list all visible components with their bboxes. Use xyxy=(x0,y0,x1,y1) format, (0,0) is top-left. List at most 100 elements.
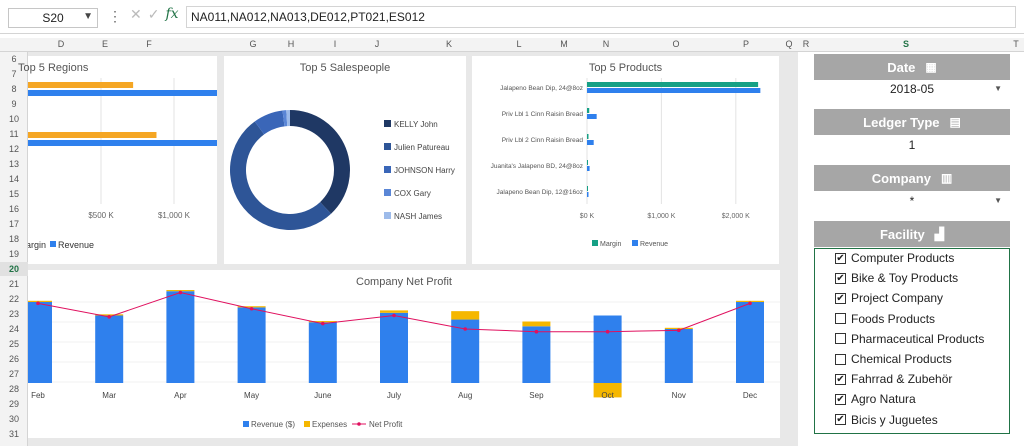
chevron-down-icon[interactable]: ▼ xyxy=(994,196,1002,205)
column-header[interactable]: I xyxy=(333,39,337,49)
row-header[interactable]: 23 xyxy=(8,309,19,319)
column-header[interactable]: G xyxy=(249,39,257,49)
company-slicer-header[interactable]: Company ▥ xyxy=(814,165,1010,191)
bar-revenue xyxy=(587,166,590,171)
row-header[interactable]: 7 xyxy=(11,69,17,79)
row-header[interactable]: 18 xyxy=(8,234,19,244)
date-slicer-label: Date xyxy=(887,59,916,75)
column-header[interactable]: D xyxy=(57,39,65,49)
column-header[interactable]: N xyxy=(602,39,610,49)
row-header[interactable]: 16 xyxy=(8,204,19,214)
checkbox-unchecked-icon[interactable] xyxy=(835,353,846,365)
column-header[interactable]: P xyxy=(742,39,749,49)
row-header[interactable]: 27 xyxy=(8,369,19,379)
facility-item[interactable]: Pharmaceutical Products xyxy=(835,332,984,346)
legend-swatch-margin xyxy=(592,240,598,246)
column-header[interactable]: T xyxy=(1013,39,1019,49)
checkbox-unchecked-icon[interactable] xyxy=(835,313,846,325)
column-header[interactable]: J xyxy=(374,39,380,49)
ledger-slicer-value[interactable]: 1 xyxy=(814,138,1010,154)
x-tick-label: $1,000 K xyxy=(647,213,675,220)
checkbox-checked-icon[interactable]: ✔ xyxy=(835,414,846,426)
row-header[interactable]: 25 xyxy=(8,339,19,349)
cancel-icon[interactable]: ✕ xyxy=(130,6,142,22)
legend-revenue: Revenue xyxy=(58,240,94,250)
row-header[interactable]: 10 xyxy=(8,114,19,124)
regions-chart-panel[interactable]: Top 5 Regions $500 K$1,000 K$1,500 Kargi… xyxy=(18,56,217,264)
row-header[interactable]: 9 xyxy=(11,99,17,109)
legend-net-profit: Net Profit xyxy=(369,420,403,429)
checkbox-checked-icon[interactable]: ✔ xyxy=(835,373,846,385)
ledger-slicer-header[interactable]: Ledger Type ▤ xyxy=(814,109,1010,135)
bar-margin xyxy=(587,134,589,139)
products-chart-panel[interactable]: Top 5 Products $0 K $1,000 K $2,000 K Jalap… xyxy=(472,56,779,264)
row-header[interactable]: 6 xyxy=(11,54,17,64)
formula-input[interactable]: NA011,NA012,NA013,DE012,PT021,ES012 xyxy=(186,6,1016,28)
facility-item[interactable]: ✔ Agro Natura xyxy=(835,392,916,406)
enter-icon[interactable]: ✓ xyxy=(147,6,160,22)
column-header[interactable]: R xyxy=(802,39,810,49)
row-header[interactable]: 26 xyxy=(8,354,19,364)
row-header[interactable]: 19 xyxy=(8,249,19,259)
row-header[interactable]: 30 xyxy=(8,414,19,424)
checkbox-checked-icon[interactable]: ✔ xyxy=(835,272,846,284)
regions-chart-title: Top 5 Regions xyxy=(18,62,89,74)
donut-slice xyxy=(282,110,288,127)
net-profit-chart-title: Company Net Profit xyxy=(356,276,452,288)
row-header[interactable]: 31 xyxy=(8,429,19,439)
slicer-column: Date ▦ 2018-05 ▼ Ledger Type ▤ 1 Company… xyxy=(798,52,1024,446)
column-header[interactable]: E xyxy=(101,39,108,49)
ledger-icon: ▤ xyxy=(949,115,961,129)
column-header[interactable]: K xyxy=(445,39,452,49)
facility-item[interactable]: ✔ Computer Products xyxy=(835,251,954,265)
facility-item[interactable]: Foods Products xyxy=(835,312,935,326)
checkbox-checked-icon[interactable]: ✔ xyxy=(835,252,846,264)
column-header[interactable]: H xyxy=(287,39,295,49)
name-box[interactable]: S20 ▼ xyxy=(8,8,98,28)
company-slicer-value[interactable]: * ▼ xyxy=(814,194,1010,210)
facility-item[interactable]: Chemical Products xyxy=(835,352,952,366)
column-header[interactable]: L xyxy=(516,39,522,49)
row-header[interactable]: 22 xyxy=(8,294,19,304)
row-header[interactable]: 13 xyxy=(8,159,19,169)
net-profit-point xyxy=(677,328,681,333)
facility-item[interactable]: ✔ Bicis y Juguetes xyxy=(835,413,938,427)
row-header[interactable]: 29 xyxy=(8,399,19,409)
more-options-icon[interactable]: ⋮ xyxy=(108,8,122,24)
checkbox-unchecked-icon[interactable] xyxy=(835,333,846,345)
facility-item[interactable]: ✔ Project Company xyxy=(835,291,943,305)
row-header[interactable]: 17 xyxy=(8,219,19,229)
row-header[interactable]: 20 xyxy=(0,262,28,276)
column-header[interactable]: O xyxy=(672,39,680,49)
bar-revenue xyxy=(28,140,217,146)
row-header[interactable]: 8 xyxy=(11,84,17,94)
row-header[interactable]: 21 xyxy=(8,279,19,289)
row-header[interactable]: 12 xyxy=(8,144,19,154)
date-slicer-value[interactable]: 2018-05 ▼ xyxy=(814,82,1010,98)
column-header[interactable]: M xyxy=(560,39,568,49)
facility-label: Foods Products xyxy=(851,311,936,326)
date-slicer-header[interactable]: Date ▦ xyxy=(814,54,1010,80)
row-header[interactable]: 11 xyxy=(9,129,19,139)
net-profit-chart-panel[interactable]: Company Net Profit Feb Mar Apr May June July A… xyxy=(28,270,780,438)
category-label: Priv Lbl 2 Cinn Raisin Bread xyxy=(502,137,584,144)
facility-item[interactable]: ✔ Fahrrad & Zubehör xyxy=(835,372,952,386)
column-header[interactable]: F xyxy=(146,39,152,49)
checkbox-checked-icon[interactable]: ✔ xyxy=(835,393,846,405)
row-header[interactable]: 15 xyxy=(8,189,19,199)
row-header[interactable]: 28 xyxy=(8,384,19,394)
checkbox-checked-icon[interactable]: ✔ xyxy=(835,292,846,304)
chevron-down-icon[interactable]: ▼ xyxy=(994,84,1002,93)
chevron-down-icon[interactable]: ▼ xyxy=(83,11,93,22)
net-profit-point xyxy=(321,321,325,326)
facility-slicer-header[interactable]: Facility ▟ xyxy=(814,221,1010,247)
row-header[interactable]: 24 xyxy=(8,324,19,334)
row-header[interactable]: 14 xyxy=(8,174,19,184)
bar-revenue xyxy=(380,312,408,383)
facility-item[interactable]: ✔ Bike & Toy Products xyxy=(835,271,958,285)
column-header[interactable]: S xyxy=(902,39,909,49)
salespeople-chart-panel[interactable]: Top 5 Salespeople KELLY John Julien Patur… xyxy=(224,56,466,264)
column-header[interactable]: Q xyxy=(785,39,793,49)
insert-function-icon[interactable]: fx xyxy=(165,6,179,22)
legend-label: JOHNSON Harry xyxy=(394,166,455,175)
